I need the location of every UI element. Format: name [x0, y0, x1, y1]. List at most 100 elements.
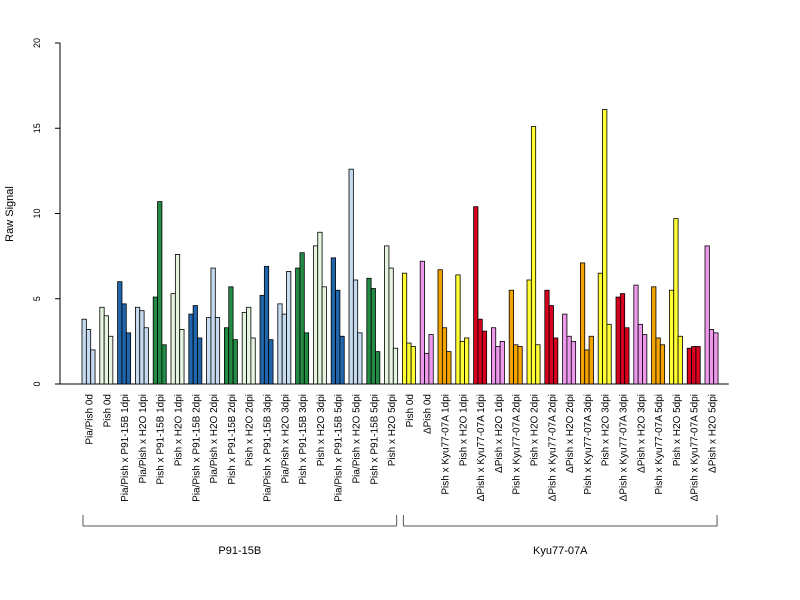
- bar: [464, 337, 470, 385]
- category-label: Pia/Pish x P91-15B 1dpi: [120, 394, 131, 502]
- category-label: ΔPish x H2O 5dpi: [708, 394, 719, 473]
- bar: [281, 313, 287, 385]
- bar: [241, 311, 247, 385]
- bar: [268, 339, 274, 385]
- bar: [633, 284, 639, 385]
- category-label: ΔPish 0d: [423, 394, 434, 434]
- bar: [410, 346, 416, 385]
- bar: [103, 315, 109, 385]
- bar: [179, 329, 185, 385]
- bar: [637, 323, 643, 385]
- category-label: Pish x H2O 5dpi: [672, 394, 683, 466]
- category-label: Pish x H2O 2dpi: [530, 394, 541, 466]
- category-label: ΔPish x Kyu77-07A 2dpi: [547, 394, 558, 501]
- bar: [508, 289, 514, 385]
- bar: [606, 323, 612, 385]
- bar: [441, 327, 448, 385]
- bar: [299, 252, 305, 385]
- category-label: Pish x H2O 1dpi: [458, 394, 469, 466]
- bar: [659, 344, 666, 385]
- bar: [615, 296, 621, 385]
- bar: [624, 327, 630, 385]
- bar: [161, 344, 167, 385]
- bar: [117, 281, 123, 385]
- bar: [673, 218, 679, 385]
- bar: [90, 349, 96, 385]
- bar: [691, 346, 697, 385]
- bar: [370, 288, 376, 385]
- bar: [232, 339, 238, 385]
- bar: [602, 109, 608, 385]
- bar: [437, 269, 443, 385]
- bar: [570, 340, 577, 385]
- category-label: Pish x H2O 3dpi: [601, 394, 612, 466]
- group-brackets: P91-15B Kyu77-07A: [82, 515, 718, 557]
- bar: [85, 329, 92, 385]
- bar: [339, 335, 345, 385]
- category-label: Pish x H2O 5dpi: [387, 394, 398, 466]
- category-label: Pia/Pish x H2O 1dpi: [138, 394, 149, 484]
- bar: [553, 337, 559, 385]
- bar: [580, 262, 586, 385]
- bar: [651, 286, 657, 385]
- bar: [566, 335, 572, 385]
- bar: [317, 231, 323, 385]
- bar: [548, 305, 554, 385]
- bar: [321, 286, 327, 385]
- bar: [259, 294, 265, 385]
- bar: [228, 286, 234, 385]
- bar: [366, 277, 372, 385]
- category-label: Pish x Kyu77-07A 2dpi: [512, 394, 523, 495]
- bar: [544, 289, 550, 385]
- bar: [584, 349, 590, 385]
- bar: [424, 352, 430, 385]
- bar: [704, 245, 710, 385]
- bar: [125, 332, 132, 385]
- bar: [495, 346, 501, 385]
- bars: [81, 109, 719, 385]
- category-label: Pish x H2O 2dpi: [245, 394, 256, 466]
- group-label: P91-15B: [218, 545, 261, 557]
- bar: [588, 335, 594, 385]
- bar: [517, 346, 523, 385]
- bar: [530, 126, 537, 385]
- bar: [174, 254, 181, 385]
- bar: [192, 305, 198, 385]
- bar: [384, 245, 390, 385]
- category-label: Pia/Pish x H2O 2dpi: [209, 394, 220, 484]
- bar: [459, 340, 465, 385]
- bar: [562, 313, 568, 385]
- y-tick-label: 0: [32, 381, 42, 386]
- bar: [490, 327, 497, 385]
- category-label: Pish x H2O 3dpi: [316, 394, 327, 466]
- category-label: Pia/Pish 0d: [85, 394, 96, 445]
- bar: [330, 257, 336, 385]
- bar: [250, 337, 256, 385]
- category-label: ΔPish x Kyu77-07A 3dpi: [619, 394, 630, 501]
- bar: [392, 347, 399, 385]
- bar: [210, 267, 216, 385]
- category-label: Pish x H2O 1dpi: [174, 394, 185, 466]
- bar: [686, 347, 692, 385]
- bar: [139, 310, 145, 385]
- bar: [406, 342, 412, 385]
- bar: [99, 306, 105, 385]
- bar: [170, 293, 176, 385]
- bar: [223, 327, 230, 385]
- bar: [713, 332, 719, 385]
- bar: [535, 344, 541, 385]
- bar: [655, 337, 661, 385]
- bar: [619, 293, 626, 385]
- bar: [214, 317, 221, 385]
- category-label: Pia/Pish x H2O 3dpi: [280, 394, 291, 484]
- bar: [295, 267, 301, 385]
- category-label: Pish x P91-15B 3dpi: [298, 394, 309, 485]
- bar: [134, 306, 141, 385]
- bar: [335, 289, 341, 385]
- category-labels: Pia/Pish 0d Pish 0d Pia/Pish x P91-15B 1dp…: [85, 394, 719, 502]
- bar: [348, 168, 354, 385]
- bar: [642, 334, 648, 385]
- bar: [352, 279, 359, 385]
- category-label: Pia/Pish x H2O 5dpi: [352, 394, 363, 484]
